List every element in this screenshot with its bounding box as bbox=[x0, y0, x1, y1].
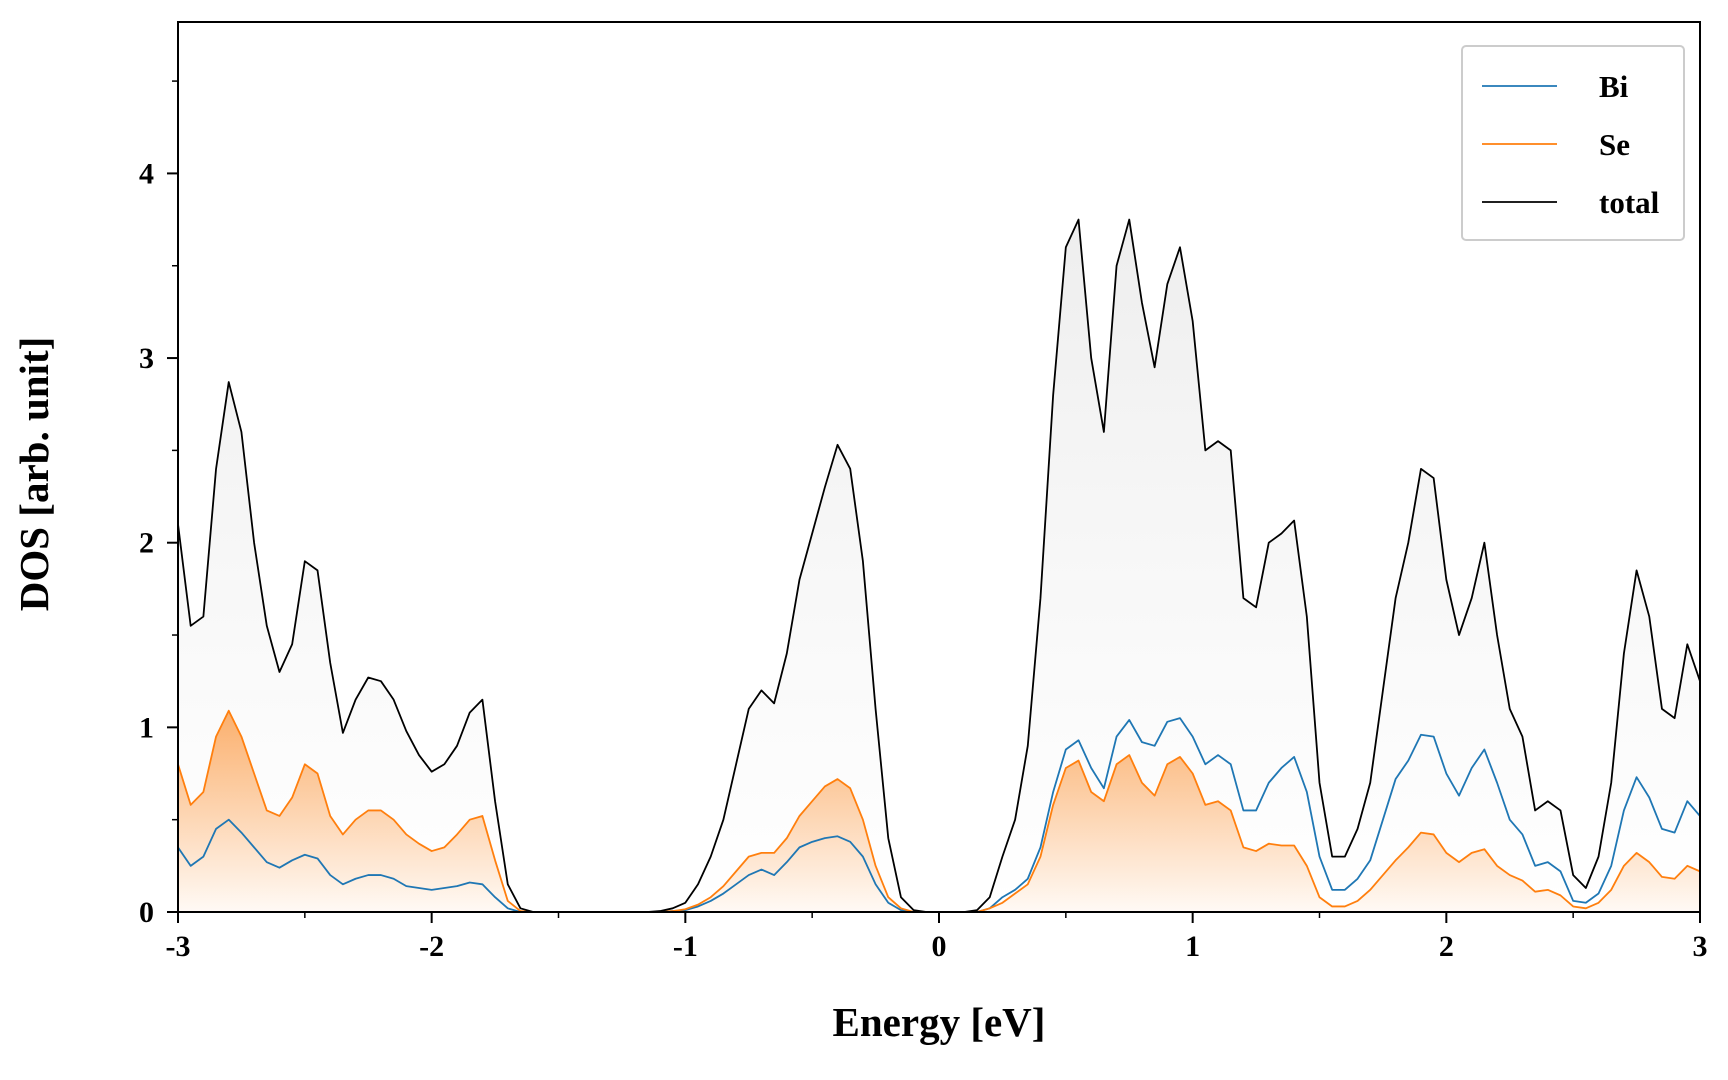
line bbox=[178, 709, 1700, 912]
y-tick-label: 0 bbox=[139, 896, 154, 929]
x-tick-label: 1 bbox=[1185, 930, 1200, 963]
lines bbox=[178, 218, 1700, 912]
x-tick-label: -3 bbox=[166, 930, 191, 963]
x-tick-label: -2 bbox=[419, 930, 444, 963]
y-tick-label: 1 bbox=[139, 711, 154, 744]
legend-label: Se bbox=[1599, 127, 1630, 162]
area-fill bbox=[178, 219, 1700, 912]
legend-box bbox=[1461, 45, 1685, 241]
y-tick-label: 4 bbox=[139, 157, 154, 190]
line bbox=[178, 717, 1700, 912]
x-tick-label: 3 bbox=[1693, 930, 1708, 963]
x-tick-label: -1 bbox=[673, 930, 698, 963]
plot-area bbox=[178, 218, 1700, 912]
fills bbox=[178, 219, 1700, 912]
x-tick-label: 2 bbox=[1439, 930, 1454, 963]
x-tick-label: 0 bbox=[932, 930, 947, 963]
x-axis-label: Energy [eV] bbox=[833, 999, 1046, 1045]
legend: Bi Se total bbox=[1461, 45, 1685, 241]
legend-label: Bi bbox=[1599, 69, 1629, 104]
line bbox=[178, 218, 1700, 912]
legend-label: total bbox=[1599, 185, 1660, 220]
y-tick-label: 2 bbox=[139, 527, 154, 560]
y-axis-label: DOS [arb. unit] bbox=[11, 337, 57, 612]
y-tick-label: 3 bbox=[139, 342, 154, 375]
